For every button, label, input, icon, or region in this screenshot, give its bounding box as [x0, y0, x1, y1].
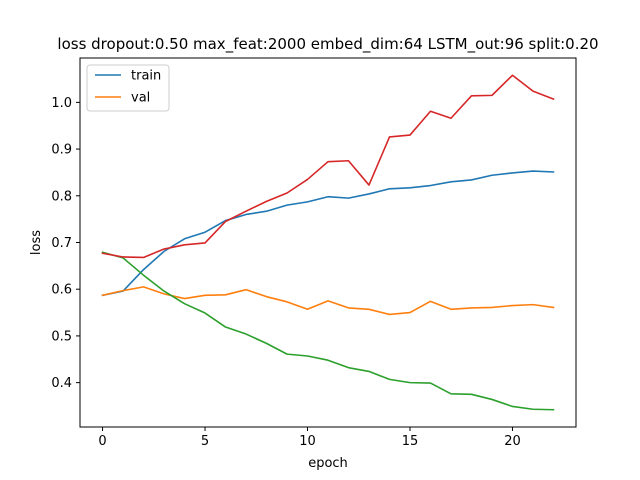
x-tick-label: 0: [98, 434, 106, 449]
y-tick-label: 0.8: [51, 189, 72, 204]
y-axis: 0.4 0.5 0.6 0.7 0.8 0.9 1.0: [51, 96, 80, 391]
series-layer: [101, 74, 555, 411]
series-line-series-4: [101, 74, 555, 259]
series-line-train: [101, 170, 555, 297]
plot-background: [80, 58, 576, 427]
legend-label-train: train: [131, 69, 161, 84]
y-axis-title: loss: [29, 230, 44, 255]
y-tick-label: 0.5: [51, 329, 72, 344]
series-line-series-3: [101, 251, 555, 411]
legend-items: train val: [95, 69, 161, 106]
x-tick-label: 15: [402, 434, 419, 449]
y-tick-label: 0.7: [51, 236, 72, 251]
chart-title: loss dropout:0.50 max_feat:2000 embed_di…: [57, 35, 598, 54]
y-tick-label: 0.6: [51, 283, 72, 298]
x-axis-title: epoch: [308, 456, 348, 471]
y-tick-label: 0.9: [51, 143, 72, 158]
legend-box: [86, 64, 170, 112]
x-axis: 0 5 10 15 20: [98, 427, 521, 449]
x-tick-label: 5: [201, 434, 209, 449]
y-tick-label: 0.4: [51, 376, 72, 391]
x-tick-label: 10: [299, 434, 316, 449]
plot-area: [79, 57, 577, 428]
y-tick-label: 1.0: [51, 96, 72, 111]
series-line-val: [101, 286, 555, 316]
legend: train val: [86, 64, 170, 112]
legend-label-val: val: [131, 91, 150, 106]
x-tick-label: 20: [504, 434, 521, 449]
